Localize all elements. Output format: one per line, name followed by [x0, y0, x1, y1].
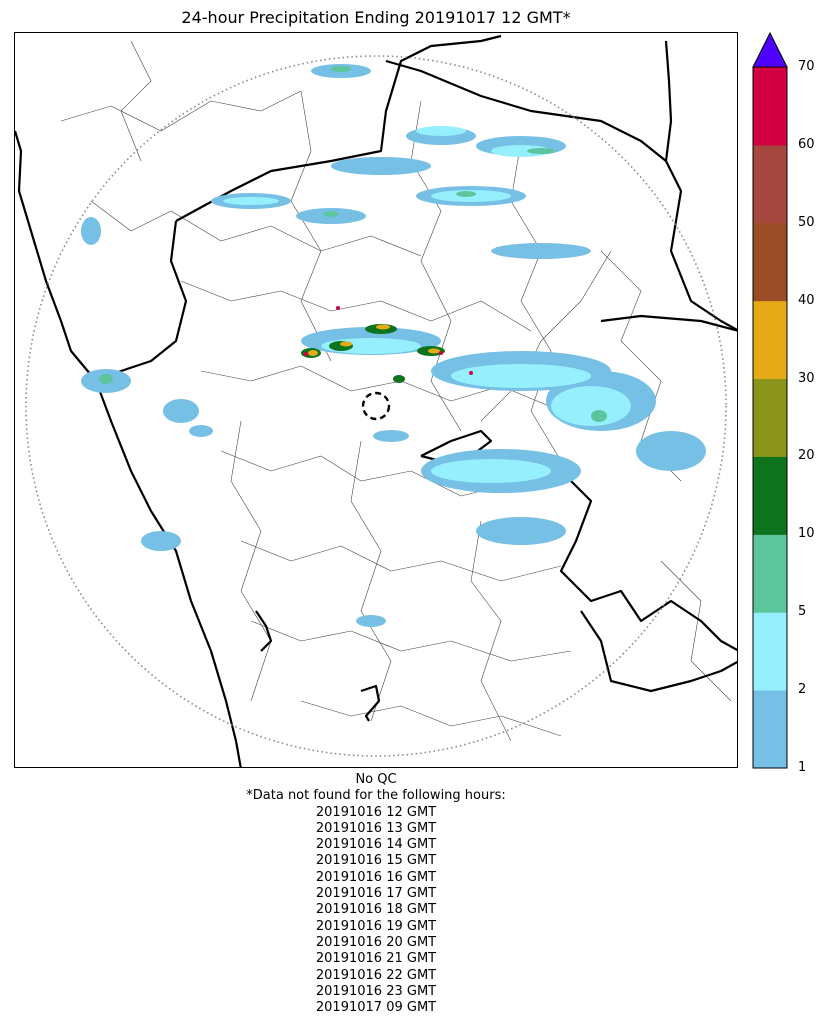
colorbar-tick-label: 30	[798, 370, 815, 386]
colorbar-bin	[753, 67, 787, 146]
colorbar-bin	[753, 612, 787, 691]
colorbar-tick-label: 70	[798, 59, 815, 74]
range-ring	[25, 55, 727, 757]
missing-hour: 20191016 22 GMT	[315, 967, 437, 983]
state-boundaries	[15, 34, 737, 767]
precipitation-map	[14, 32, 738, 768]
colorbar-bins	[753, 67, 787, 769]
precipitation-moderate	[223, 126, 631, 483]
colorbar-extend-arrow	[752, 32, 788, 68]
missing-data-header: *Data not found for the following hours:	[246, 788, 506, 804]
colorbar-tick-label: 40	[798, 292, 815, 308]
missing-hour: 20191017 09 GMT	[315, 1000, 437, 1016]
colorbar-bin	[753, 144, 787, 224]
missing-hour: 20191016 21 GMT	[315, 951, 437, 967]
missing-hour: 20191016 19 GMT	[315, 918, 437, 934]
colorbar-bin	[753, 456, 787, 535]
precipitation-peak	[303, 306, 473, 375]
qc-status: No QC	[355, 772, 397, 787]
missing-hour: 20191016 16 GMT	[315, 869, 437, 885]
precipitation-colorbar	[752, 32, 788, 769]
missing-hour: 20191016 18 GMT	[315, 902, 437, 918]
colorbar-tick-label: 10	[798, 526, 815, 542]
colorbar-tick-label: 50	[798, 214, 815, 230]
map-title: 24-hour Precipitation Ending 20191017 12…	[181, 8, 571, 27]
colorbar-tick-label: 20	[798, 448, 815, 464]
precipitation-heavy	[99, 66, 607, 422]
precipitation-extreme	[308, 324, 440, 356]
colorbar-tick-label: 2	[798, 682, 807, 698]
missing-hour: 20191016 14 GMT	[315, 837, 437, 853]
colorbar-tick-label: 1	[798, 760, 807, 775]
missing-hour: 20191016 15 GMT	[315, 853, 437, 869]
map-footnotes: No QC *Data not found for the following …	[14, 772, 738, 1016]
colorbar-bin	[753, 690, 787, 769]
missing-hour: 20191016 17 GMT	[315, 886, 437, 902]
missing-hour: 20191016 23 GMT	[315, 983, 437, 999]
missing-hour: 20191016 20 GMT	[315, 934, 437, 950]
radar-site-marker	[361, 391, 391, 421]
colorbar-bin	[753, 534, 787, 613]
missing-hour: 20191016 13 GMT	[315, 820, 437, 836]
missing-hour: 20191016 12 GMT	[315, 804, 437, 820]
colorbar-bin	[753, 378, 787, 457]
colorbar-bin	[753, 222, 787, 302]
colorbar-tick-label: 5	[798, 604, 807, 620]
colorbar-bin	[753, 300, 787, 380]
colorbar-tick-label: 60	[798, 136, 815, 152]
missing-hours-list: 20191016 12 GMT 20191016 13 GMT 20191016 1…	[14, 805, 738, 1017]
